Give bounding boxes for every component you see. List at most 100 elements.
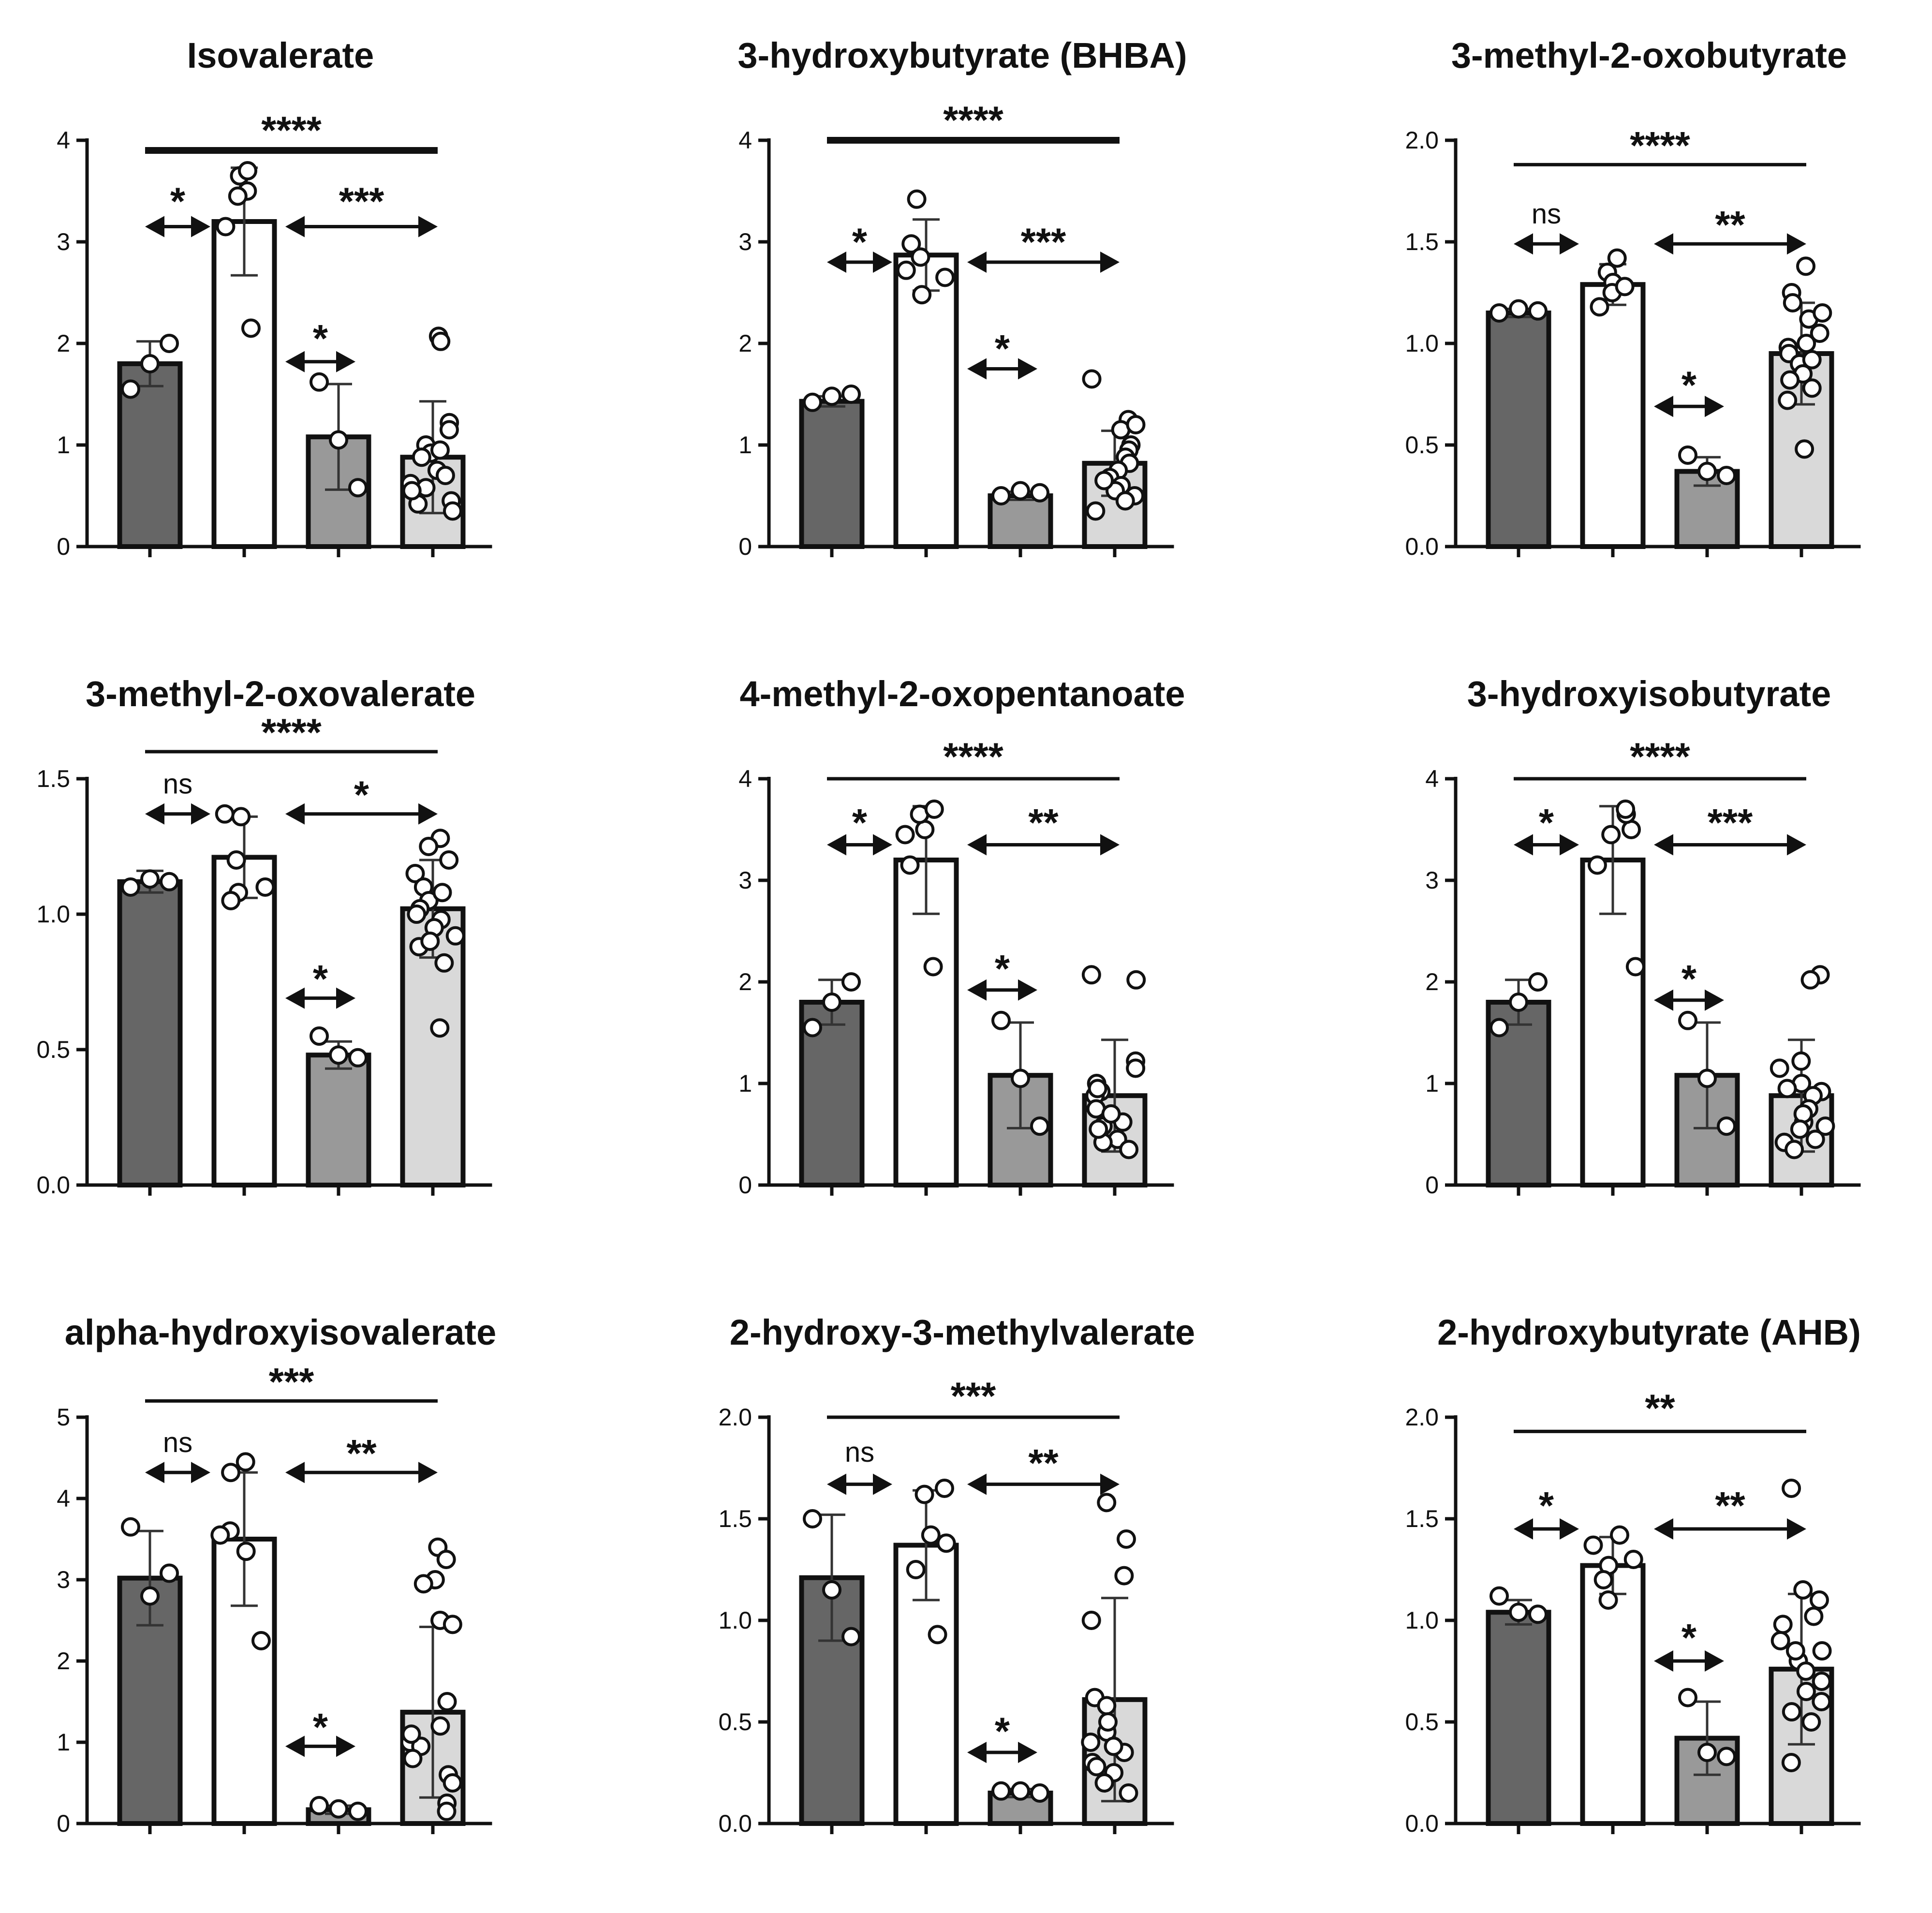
y-tick-label: 1 <box>738 431 752 459</box>
arrowhead-left <box>1654 834 1673 856</box>
data-point <box>841 1627 861 1646</box>
arrowhead-right <box>1018 358 1037 380</box>
data-point <box>1119 1783 1138 1803</box>
data-point <box>907 189 927 209</box>
data-point <box>437 1801 457 1821</box>
data-point <box>1587 855 1607 875</box>
significance-label: * <box>852 801 868 844</box>
data-point <box>1607 248 1627 268</box>
data-point <box>310 372 329 392</box>
arrowhead-left <box>1514 233 1533 255</box>
arrowhead-left <box>1654 1518 1673 1540</box>
data-point <box>310 1026 329 1046</box>
data-point <box>413 1574 433 1594</box>
arrowhead-right <box>336 1735 355 1757</box>
data-point <box>1509 1602 1528 1622</box>
data-point <box>216 217 236 237</box>
data-point <box>803 392 822 412</box>
significance-label: * <box>1681 1616 1697 1659</box>
data-point <box>405 864 425 883</box>
data-point <box>1785 1641 1805 1661</box>
data-point <box>1802 378 1822 398</box>
data-point <box>1781 1753 1801 1772</box>
data-point <box>434 953 454 973</box>
data-point <box>906 1560 926 1579</box>
significance-label: * <box>170 180 186 223</box>
data-point <box>140 1586 160 1606</box>
data-point <box>1778 390 1798 410</box>
y-tick-label: 1.0 <box>36 901 70 928</box>
arrowhead-right <box>418 216 438 237</box>
data-point <box>1011 1068 1030 1088</box>
data-point <box>348 1048 368 1068</box>
y-tick-label: 1.0 <box>1405 1607 1439 1634</box>
y-tick-label: 4 <box>57 1485 70 1512</box>
significance-label: **** <box>943 735 1003 778</box>
data-point <box>1114 1566 1134 1586</box>
chart-panel: 2-hydroxy-3-methylvalerate 0.0 0.5 1.0 1.5 2.… <box>718 1312 1195 1837</box>
data-point <box>1593 1570 1613 1589</box>
y-tick-label: 1 <box>57 431 70 459</box>
chart-title: 3-methyl-2-oxobutyrate <box>1451 35 1847 75</box>
data-point <box>1011 481 1030 501</box>
data-point <box>1802 350 1822 370</box>
significance-label: * <box>1681 364 1697 407</box>
data-point <box>1030 483 1049 503</box>
data-point <box>1717 1116 1736 1136</box>
arrowhead-right <box>1100 834 1120 856</box>
significance-label-ns: ns <box>163 1427 192 1458</box>
data-point <box>914 1484 934 1504</box>
data-point <box>160 1563 179 1583</box>
data-point <box>991 486 1011 505</box>
y-tick-label: 5 <box>57 1404 70 1431</box>
arrowhead-right <box>1018 1742 1037 1763</box>
data-point <box>1805 1129 1825 1149</box>
significance-label: ** <box>1715 1484 1745 1527</box>
data-point <box>226 850 246 870</box>
data-point <box>1011 1781 1030 1801</box>
data-point <box>822 1580 841 1600</box>
data-point <box>1809 1590 1829 1610</box>
y-tick-label: 3 <box>57 228 70 255</box>
data-point <box>1810 324 1829 343</box>
y-tick-label: 2 <box>1425 968 1439 995</box>
significance-label-ns: ns <box>845 1437 874 1468</box>
data-point <box>1697 1743 1717 1762</box>
data-point <box>1528 301 1548 321</box>
arrowhead-left <box>967 834 987 856</box>
data-point <box>1583 1535 1603 1555</box>
data-point <box>121 1517 140 1537</box>
arrowhead-left <box>1654 1650 1673 1672</box>
data-point <box>1094 471 1114 490</box>
data-point <box>1793 1104 1813 1124</box>
arrowhead-right <box>873 1473 892 1495</box>
y-tick-label: 0.0 <box>36 1172 70 1199</box>
data-point <box>1590 297 1609 317</box>
significance-label: * <box>313 1705 328 1749</box>
data-point <box>1097 1493 1117 1513</box>
significance-label: **** <box>261 109 322 152</box>
significance-label: * <box>852 221 868 264</box>
arrowhead-right <box>1705 396 1724 417</box>
data-point <box>430 1018 450 1038</box>
data-point <box>1081 1611 1101 1630</box>
arrowhead-left <box>967 979 987 1001</box>
significance-label: * <box>354 773 369 816</box>
arrowhead-left <box>145 803 164 825</box>
data-point <box>912 285 932 305</box>
data-point <box>1813 303 1832 323</box>
data-point <box>1796 1661 1816 1681</box>
data-point <box>348 1801 368 1821</box>
arrowhead-left <box>1514 1518 1533 1540</box>
arrowhead-left <box>1514 834 1533 856</box>
data-point <box>348 478 368 498</box>
arrowhead-right <box>1705 989 1724 1011</box>
chart-title: 4-methyl-2-oxopentanoate <box>739 674 1185 714</box>
data-point <box>329 1045 348 1065</box>
y-tick-label: 0.5 <box>718 1708 752 1735</box>
data-point <box>437 1692 457 1711</box>
data-point <box>221 891 241 910</box>
bar <box>211 855 277 1187</box>
